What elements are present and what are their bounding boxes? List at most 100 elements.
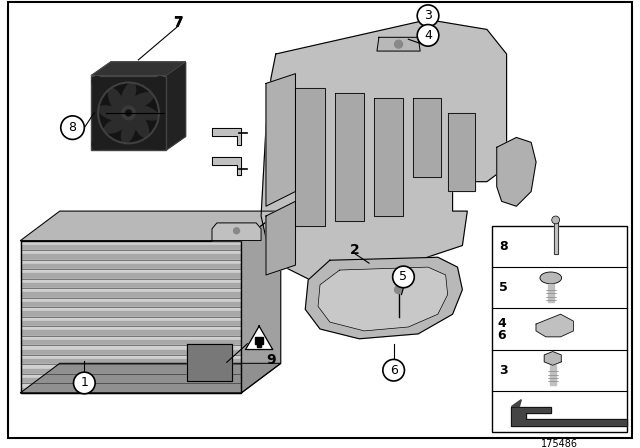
Circle shape <box>122 106 136 120</box>
Polygon shape <box>20 369 241 374</box>
Ellipse shape <box>122 118 136 143</box>
Polygon shape <box>20 288 241 293</box>
Polygon shape <box>536 314 573 337</box>
Polygon shape <box>20 331 241 336</box>
Text: 6: 6 <box>497 329 506 342</box>
Polygon shape <box>20 297 241 302</box>
Polygon shape <box>20 363 281 393</box>
Polygon shape <box>261 20 507 280</box>
Text: 4: 4 <box>424 29 432 42</box>
Polygon shape <box>20 259 241 264</box>
Polygon shape <box>241 211 281 393</box>
Circle shape <box>99 83 158 142</box>
Polygon shape <box>20 283 241 288</box>
Polygon shape <box>20 359 241 364</box>
Text: 8: 8 <box>499 240 508 253</box>
Text: 9: 9 <box>266 353 276 367</box>
Polygon shape <box>20 302 241 307</box>
Polygon shape <box>255 337 263 347</box>
Polygon shape <box>413 98 441 177</box>
Polygon shape <box>447 113 475 191</box>
Polygon shape <box>305 257 462 339</box>
Polygon shape <box>20 317 241 321</box>
Text: 7: 7 <box>173 15 182 29</box>
Polygon shape <box>20 340 241 345</box>
Text: 1: 1 <box>81 376 88 389</box>
Text: 5: 5 <box>399 271 408 284</box>
Polygon shape <box>511 400 522 406</box>
Polygon shape <box>20 250 241 254</box>
Circle shape <box>74 372 95 394</box>
Polygon shape <box>212 157 241 175</box>
Polygon shape <box>266 201 296 275</box>
Polygon shape <box>554 222 557 254</box>
Polygon shape <box>20 326 241 331</box>
Bar <box>92 76 166 150</box>
Polygon shape <box>188 344 232 381</box>
Polygon shape <box>266 73 296 206</box>
Polygon shape <box>20 321 241 326</box>
Ellipse shape <box>540 272 561 284</box>
Bar <box>492 226 627 432</box>
Polygon shape <box>92 62 186 76</box>
Polygon shape <box>20 383 241 388</box>
Text: 175486: 175486 <box>541 439 578 448</box>
Polygon shape <box>20 211 281 241</box>
Text: 8: 8 <box>68 121 77 134</box>
Polygon shape <box>296 88 325 226</box>
Circle shape <box>395 286 403 293</box>
Polygon shape <box>20 245 241 250</box>
Ellipse shape <box>133 114 148 137</box>
Polygon shape <box>550 365 556 385</box>
Polygon shape <box>20 264 241 269</box>
Polygon shape <box>497 138 536 206</box>
Circle shape <box>393 266 414 288</box>
Text: 7: 7 <box>173 16 182 30</box>
Ellipse shape <box>104 118 128 133</box>
Polygon shape <box>20 279 241 283</box>
Polygon shape <box>20 378 241 383</box>
Polygon shape <box>377 37 420 51</box>
Polygon shape <box>20 269 241 273</box>
Ellipse shape <box>99 106 123 120</box>
Circle shape <box>417 25 439 46</box>
Polygon shape <box>20 349 241 355</box>
Circle shape <box>125 110 131 116</box>
Circle shape <box>552 216 559 224</box>
Text: 4: 4 <box>497 317 506 330</box>
Text: 3: 3 <box>499 364 508 377</box>
Circle shape <box>92 139 102 149</box>
Polygon shape <box>335 93 364 221</box>
Polygon shape <box>511 406 627 426</box>
Text: 6: 6 <box>390 364 397 377</box>
Polygon shape <box>20 307 241 311</box>
Circle shape <box>92 77 102 86</box>
Polygon shape <box>111 62 186 137</box>
Circle shape <box>61 116 84 139</box>
Polygon shape <box>212 223 261 241</box>
Polygon shape <box>20 355 241 359</box>
Polygon shape <box>20 388 241 393</box>
Ellipse shape <box>134 106 158 120</box>
Circle shape <box>234 228 239 234</box>
Polygon shape <box>246 326 273 349</box>
Circle shape <box>395 40 403 48</box>
Polygon shape <box>318 267 447 331</box>
Polygon shape <box>20 374 241 378</box>
Text: 3: 3 <box>424 9 432 22</box>
Ellipse shape <box>108 89 124 112</box>
Polygon shape <box>20 364 241 369</box>
Circle shape <box>155 139 165 149</box>
Text: 5: 5 <box>499 281 508 294</box>
Circle shape <box>383 359 404 381</box>
Polygon shape <box>212 128 241 145</box>
Circle shape <box>417 5 439 26</box>
Polygon shape <box>20 254 241 259</box>
Polygon shape <box>20 336 241 340</box>
Polygon shape <box>20 345 241 349</box>
Text: 2: 2 <box>349 243 359 258</box>
Polygon shape <box>548 284 554 302</box>
Circle shape <box>155 77 165 86</box>
Polygon shape <box>20 311 241 317</box>
Polygon shape <box>20 241 241 245</box>
